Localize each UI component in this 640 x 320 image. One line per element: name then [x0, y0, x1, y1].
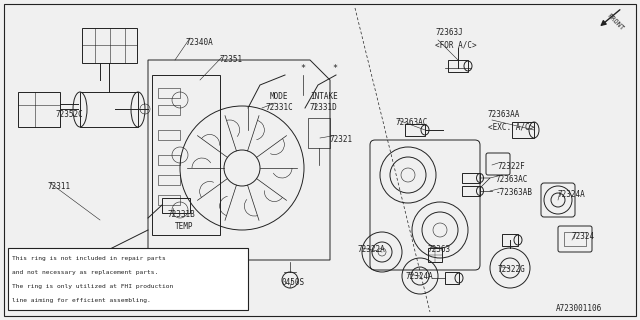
Text: FRONT: FRONT — [605, 12, 625, 32]
Text: A723001106: A723001106 — [556, 304, 602, 313]
Bar — [158, 195, 180, 205]
Bar — [462, 186, 480, 196]
Bar — [158, 175, 180, 185]
Bar — [405, 124, 425, 136]
Text: The ring is only utilized at FHI production: The ring is only utilized at FHI product… — [12, 284, 173, 289]
Bar — [162, 198, 190, 213]
Text: 72322G: 72322G — [498, 265, 525, 274]
Bar — [18, 92, 60, 127]
Text: 72363AC: 72363AC — [496, 175, 529, 184]
Text: 72363AC: 72363AC — [395, 118, 428, 127]
Text: -72363AB: -72363AB — [496, 188, 533, 197]
Bar — [82, 28, 137, 63]
Text: 72324: 72324 — [572, 232, 595, 241]
Text: MODE: MODE — [270, 92, 289, 101]
Bar — [462, 173, 480, 183]
Text: <EXC. A/C>: <EXC. A/C> — [488, 122, 534, 131]
Text: <FOR A/C>: <FOR A/C> — [435, 40, 477, 49]
Bar — [158, 88, 180, 98]
Text: 72324A: 72324A — [405, 272, 433, 281]
Bar — [308, 118, 330, 148]
Bar — [428, 248, 442, 262]
Text: 72311: 72311 — [48, 182, 71, 191]
Text: *: * — [333, 64, 337, 73]
Bar — [158, 105, 180, 115]
Text: *: * — [301, 64, 305, 73]
Text: 72331C: 72331C — [265, 103, 292, 112]
Text: TEMP: TEMP — [175, 222, 193, 231]
Bar — [512, 122, 534, 138]
Bar — [152, 75, 220, 235]
Bar — [448, 60, 468, 72]
Text: 72340A: 72340A — [185, 38, 212, 47]
Text: 72321: 72321 — [330, 135, 353, 144]
Text: 72363J: 72363J — [435, 28, 463, 37]
Text: INTAKE: INTAKE — [310, 92, 338, 101]
Text: 72363: 72363 — [427, 245, 450, 254]
Bar — [8, 248, 248, 310]
Text: This ring is not included in repair parts: This ring is not included in repair part… — [12, 256, 166, 261]
Text: line aiming for efficient assembling.: line aiming for efficient assembling. — [12, 298, 151, 303]
Text: 72331B: 72331B — [168, 210, 196, 219]
Text: 72351: 72351 — [220, 55, 243, 64]
Text: 72331D: 72331D — [310, 103, 338, 112]
Bar — [158, 155, 180, 165]
Bar — [158, 130, 180, 140]
Text: 72324A: 72324A — [558, 190, 586, 199]
Text: 72352C: 72352C — [55, 110, 83, 119]
Text: 0450S: 0450S — [282, 278, 305, 287]
Bar — [80, 92, 138, 127]
Text: 72322A: 72322A — [358, 245, 386, 254]
Bar — [445, 272, 459, 284]
Text: 72363AA: 72363AA — [488, 110, 520, 119]
Text: and not necessary as replacement parts.: and not necessary as replacement parts. — [12, 270, 158, 275]
Text: 72322F: 72322F — [497, 162, 525, 171]
Bar — [502, 234, 518, 246]
Bar — [564, 232, 586, 246]
